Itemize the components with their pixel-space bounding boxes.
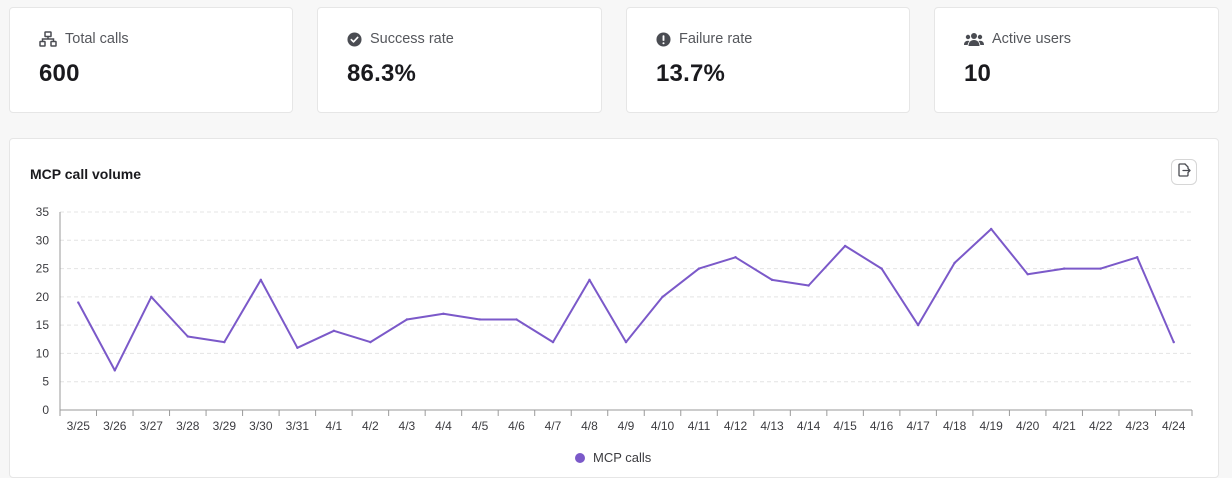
x-tick-label: 3/25 — [67, 419, 91, 433]
export-button[interactable] — [1171, 159, 1197, 185]
x-tick-label: 4/6 — [508, 419, 525, 433]
data-point — [332, 329, 336, 332]
y-tick-label: 15 — [36, 318, 50, 332]
y-tick-label: 5 — [42, 375, 49, 389]
x-tick-label: 3/30 — [249, 419, 273, 433]
chart-legend[interactable]: MCP calls — [575, 450, 651, 465]
stat-value: 13.7% — [656, 60, 726, 87]
x-tick-label: 4/5 — [472, 419, 489, 433]
x-tick-label: 4/18 — [943, 419, 967, 433]
data-point — [113, 369, 116, 372]
alert-circle-icon — [656, 31, 671, 47]
x-tick-label: 4/2 — [362, 419, 379, 433]
data-point — [1099, 267, 1102, 270]
data-point — [661, 295, 664, 299]
export-icon — [1177, 162, 1191, 182]
y-tick-label: 10 — [36, 346, 50, 360]
data-point — [843, 244, 847, 248]
stat-value: 86.3% — [347, 60, 417, 87]
data-point — [697, 267, 701, 270]
stat-label-row: Failure rate — [656, 31, 752, 47]
data-point — [588, 278, 591, 282]
stat-card-total-calls: Total calls 600 — [9, 7, 293, 113]
data-point — [624, 340, 628, 344]
network-icon — [39, 31, 57, 47]
stat-label: Active users — [992, 31, 1071, 47]
data-point — [77, 301, 80, 304]
y-tick-label: 35 — [36, 205, 50, 219]
data-point — [551, 340, 555, 344]
stat-value: 10 — [964, 60, 992, 87]
data-point — [1026, 273, 1029, 276]
data-point — [223, 340, 226, 344]
x-tick-label: 4/3 — [399, 419, 416, 433]
stat-label-row: Active users — [964, 31, 1071, 47]
x-tick-label: 3/28 — [176, 419, 200, 433]
data-point — [807, 284, 810, 287]
data-point — [296, 346, 299, 349]
stat-label-row: Total calls — [39, 31, 129, 47]
data-point — [1062, 267, 1066, 270]
x-tick-label: 4/14 — [797, 419, 821, 433]
data-point — [880, 267, 883, 270]
x-tick-label: 4/23 — [1126, 419, 1150, 433]
stat-card-failure-rate: Failure rate 13.7% — [626, 7, 910, 113]
x-tick-label: 4/21 — [1053, 419, 1077, 433]
data-point — [405, 318, 409, 321]
data-point — [442, 312, 445, 316]
x-tick-label: 4/12 — [724, 419, 748, 433]
legend-marker — [575, 452, 585, 463]
data-point — [515, 318, 518, 321]
data-point — [186, 335, 190, 338]
x-tick-label: 3/31 — [286, 419, 310, 433]
data-point — [478, 318, 482, 321]
check-circle-icon — [347, 31, 362, 47]
stat-card-active-users: Active users 10 — [934, 7, 1219, 113]
stat-card-success-rate: Success rate 86.3% — [317, 7, 602, 113]
x-tick-label: 4/1 — [326, 419, 343, 433]
data-point — [369, 340, 372, 344]
x-tick-label: 4/20 — [1016, 419, 1040, 433]
stat-label: Success rate — [370, 31, 454, 47]
y-tick-label: 20 — [36, 290, 50, 304]
data-point — [770, 278, 774, 282]
data-point — [1172, 340, 1175, 344]
chart-title: MCP call volume — [30, 166, 142, 182]
x-tick-label: 4/22 — [1089, 419, 1113, 433]
x-tick-label: 4/24 — [1162, 419, 1186, 433]
line-chart: 0 5 10 15 20 25 30 35 3/25 3/26 3/27 3/28 3/29 3/30 3/… — [36, 205, 1193, 433]
y-tick-label: 30 — [36, 233, 50, 247]
x-tick-label: 4/19 — [979, 419, 1003, 433]
x-tick-label: 3/26 — [103, 419, 127, 433]
chart-card: MCP call volume 0 5 10 15 20 25 30 35 3/25 3/26 3/… — [9, 138, 1219, 478]
x-tick-label: 4/15 — [833, 419, 857, 433]
x-tick-label: 4/7 — [545, 419, 562, 433]
x-tick-label: 4/11 — [688, 419, 711, 433]
x-tick-label: 3/27 — [140, 419, 164, 433]
x-tick-label: 4/17 — [906, 419, 930, 433]
x-tick-label: 4/4 — [435, 419, 452, 433]
y-tick-label: 0 — [42, 403, 49, 417]
data-point — [953, 261, 956, 265]
legend-label: MCP calls — [593, 450, 652, 465]
data-point — [1136, 256, 1139, 259]
data-point — [989, 227, 993, 231]
stat-label: Total calls — [65, 31, 129, 47]
series-line — [77, 228, 1175, 372]
users-icon — [964, 32, 984, 47]
data-point — [734, 256, 737, 259]
stat-value: 600 — [39, 60, 80, 87]
stat-label: Failure rate — [679, 31, 753, 47]
x-tick-label: 4/10 — [651, 419, 675, 433]
x-tick-label: 4/8 — [581, 419, 598, 433]
y-tick-label: 25 — [36, 262, 50, 276]
x-tick-label: 4/13 — [760, 419, 784, 433]
data-point — [150, 295, 153, 299]
data-point — [259, 278, 263, 282]
x-tick-label: 4/16 — [870, 419, 894, 433]
x-tick-label: 3/29 — [213, 419, 237, 433]
stat-label-row: Success rate — [347, 31, 454, 47]
x-tick-label: 4/9 — [618, 419, 635, 433]
data-point — [916, 323, 920, 327]
